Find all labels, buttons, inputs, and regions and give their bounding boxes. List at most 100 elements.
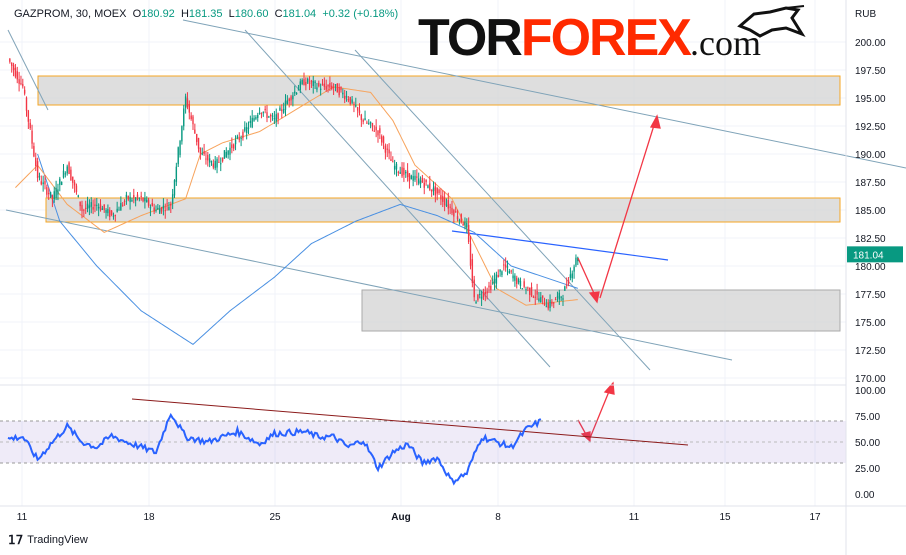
candle — [72, 176, 74, 183]
candle — [460, 214, 462, 223]
candle — [114, 215, 116, 217]
candle — [429, 183, 431, 190]
resistance-zone[interactable] — [37, 75, 841, 106]
symbol-header: GAZPROM, 30, MOEX O180.92 H181.35 L180.6… — [14, 8, 398, 20]
candle — [86, 203, 89, 209]
candle — [430, 189, 433, 192]
candle — [308, 82, 311, 85]
candle — [144, 197, 146, 202]
trend-lines[interactable] — [5, 19, 906, 371]
candle — [227, 150, 229, 155]
candle — [155, 209, 157, 211]
candle — [493, 278, 496, 284]
candle — [33, 146, 35, 157]
candle — [353, 103, 355, 105]
candle — [297, 89, 300, 91]
candle — [449, 206, 451, 208]
candle — [229, 147, 231, 155]
candle — [469, 243, 472, 266]
candle — [455, 211, 457, 213]
candle — [73, 182, 76, 186]
candle — [57, 189, 59, 195]
candle — [371, 123, 374, 127]
candle — [240, 138, 242, 140]
candle — [273, 118, 276, 120]
candle — [66, 166, 68, 174]
candle — [44, 180, 46, 185]
candle — [12, 64, 15, 71]
candle — [427, 185, 429, 188]
candle — [545, 306, 548, 308]
candle — [136, 194, 139, 198]
tradingview-brand[interactable]: 𝟣𝟩 TradingView — [8, 533, 88, 547]
candle — [288, 98, 290, 102]
candle — [547, 303, 549, 309]
candle — [312, 80, 314, 87]
candle — [181, 126, 183, 142]
candle — [345, 96, 348, 98]
candle — [23, 89, 26, 94]
candle — [96, 204, 98, 206]
candle — [123, 200, 126, 202]
candle — [381, 136, 383, 143]
candle — [55, 187, 57, 198]
blue-trend-line[interactable] — [451, 230, 669, 261]
candle — [436, 187, 438, 194]
candle — [393, 165, 396, 170]
candle — [275, 114, 277, 122]
candle — [327, 84, 329, 87]
candle — [532, 296, 535, 298]
candle — [203, 151, 205, 155]
candle — [116, 208, 118, 212]
candle — [35, 158, 37, 166]
rsi-trend-line[interactable] — [131, 398, 689, 446]
rsi-tick: 25.00 — [855, 464, 880, 475]
candle — [355, 104, 357, 107]
candle — [503, 264, 505, 266]
candle — [190, 115, 192, 120]
candle — [236, 136, 239, 138]
candle — [443, 197, 446, 206]
candle — [462, 223, 464, 226]
candle — [260, 113, 263, 115]
candle — [440, 195, 442, 200]
candle — [464, 221, 466, 226]
candle — [75, 185, 78, 192]
candle — [334, 84, 337, 86]
low-value: 180.60 — [234, 8, 269, 20]
bull-icon — [737, 5, 806, 38]
candle — [38, 176, 41, 178]
candle — [281, 109, 283, 112]
candle — [514, 275, 516, 281]
candle — [70, 169, 72, 181]
candle — [517, 279, 520, 283]
candle — [567, 280, 570, 284]
candle — [549, 299, 551, 308]
candle — [233, 144, 235, 149]
candle — [338, 86, 340, 96]
candle — [321, 84, 324, 86]
ma-slow-line — [37, 153, 578, 346]
candle — [379, 128, 381, 133]
candle — [553, 302, 555, 304]
candle — [451, 207, 453, 214]
candle — [270, 114, 272, 117]
candle — [369, 122, 372, 124]
candle — [210, 161, 213, 163]
candle — [170, 203, 172, 206]
candle — [173, 180, 176, 196]
candle — [488, 285, 490, 288]
candle — [99, 204, 102, 211]
candle — [536, 291, 538, 295]
candle — [194, 129, 196, 134]
candle — [142, 197, 144, 202]
candle — [48, 192, 50, 195]
candle — [410, 175, 412, 180]
candle — [292, 95, 294, 100]
candle — [258, 112, 261, 114]
candle — [247, 127, 250, 129]
candle — [316, 87, 318, 90]
candle — [271, 115, 274, 117]
candle — [220, 163, 222, 165]
